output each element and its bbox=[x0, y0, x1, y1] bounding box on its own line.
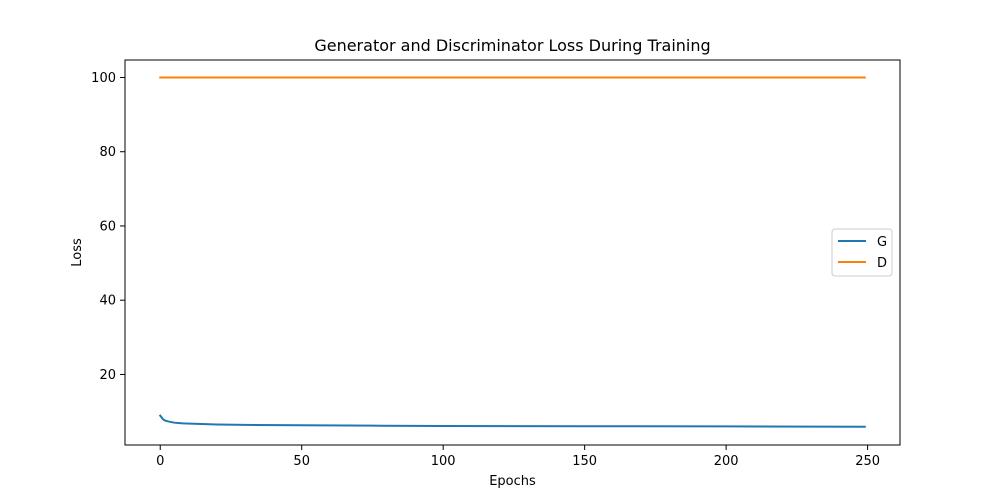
legend: GD bbox=[831, 228, 893, 277]
x-tick-label: 150 bbox=[572, 454, 597, 469]
series-line-g bbox=[158, 414, 866, 428]
y-tick-label: 60 bbox=[99, 219, 116, 234]
x-tick-label: 0 bbox=[156, 454, 164, 469]
y-tick-label: 80 bbox=[99, 145, 116, 160]
y-tick-label: 100 bbox=[91, 71, 116, 86]
x-tick-label: 50 bbox=[293, 454, 310, 469]
y-axis-title: Loss bbox=[70, 238, 85, 267]
axes-frame bbox=[124, 59, 901, 446]
y-tick-label: 40 bbox=[99, 294, 116, 309]
plot-area: 0 50 100 150 200 250 20 40 60 80 100 bbox=[91, 59, 901, 469]
x-axis-title: Epochs bbox=[489, 474, 536, 489]
legend-label-d: D bbox=[877, 256, 887, 271]
legend-label-g: G bbox=[877, 235, 887, 250]
x-tick-label: 200 bbox=[714, 454, 739, 469]
x-tick-label: 250 bbox=[855, 454, 880, 469]
chart-title: Generator and Discriminator Loss During … bbox=[314, 36, 710, 55]
x-tick-label: 100 bbox=[431, 454, 456, 469]
y-tick-label: 20 bbox=[99, 368, 116, 383]
